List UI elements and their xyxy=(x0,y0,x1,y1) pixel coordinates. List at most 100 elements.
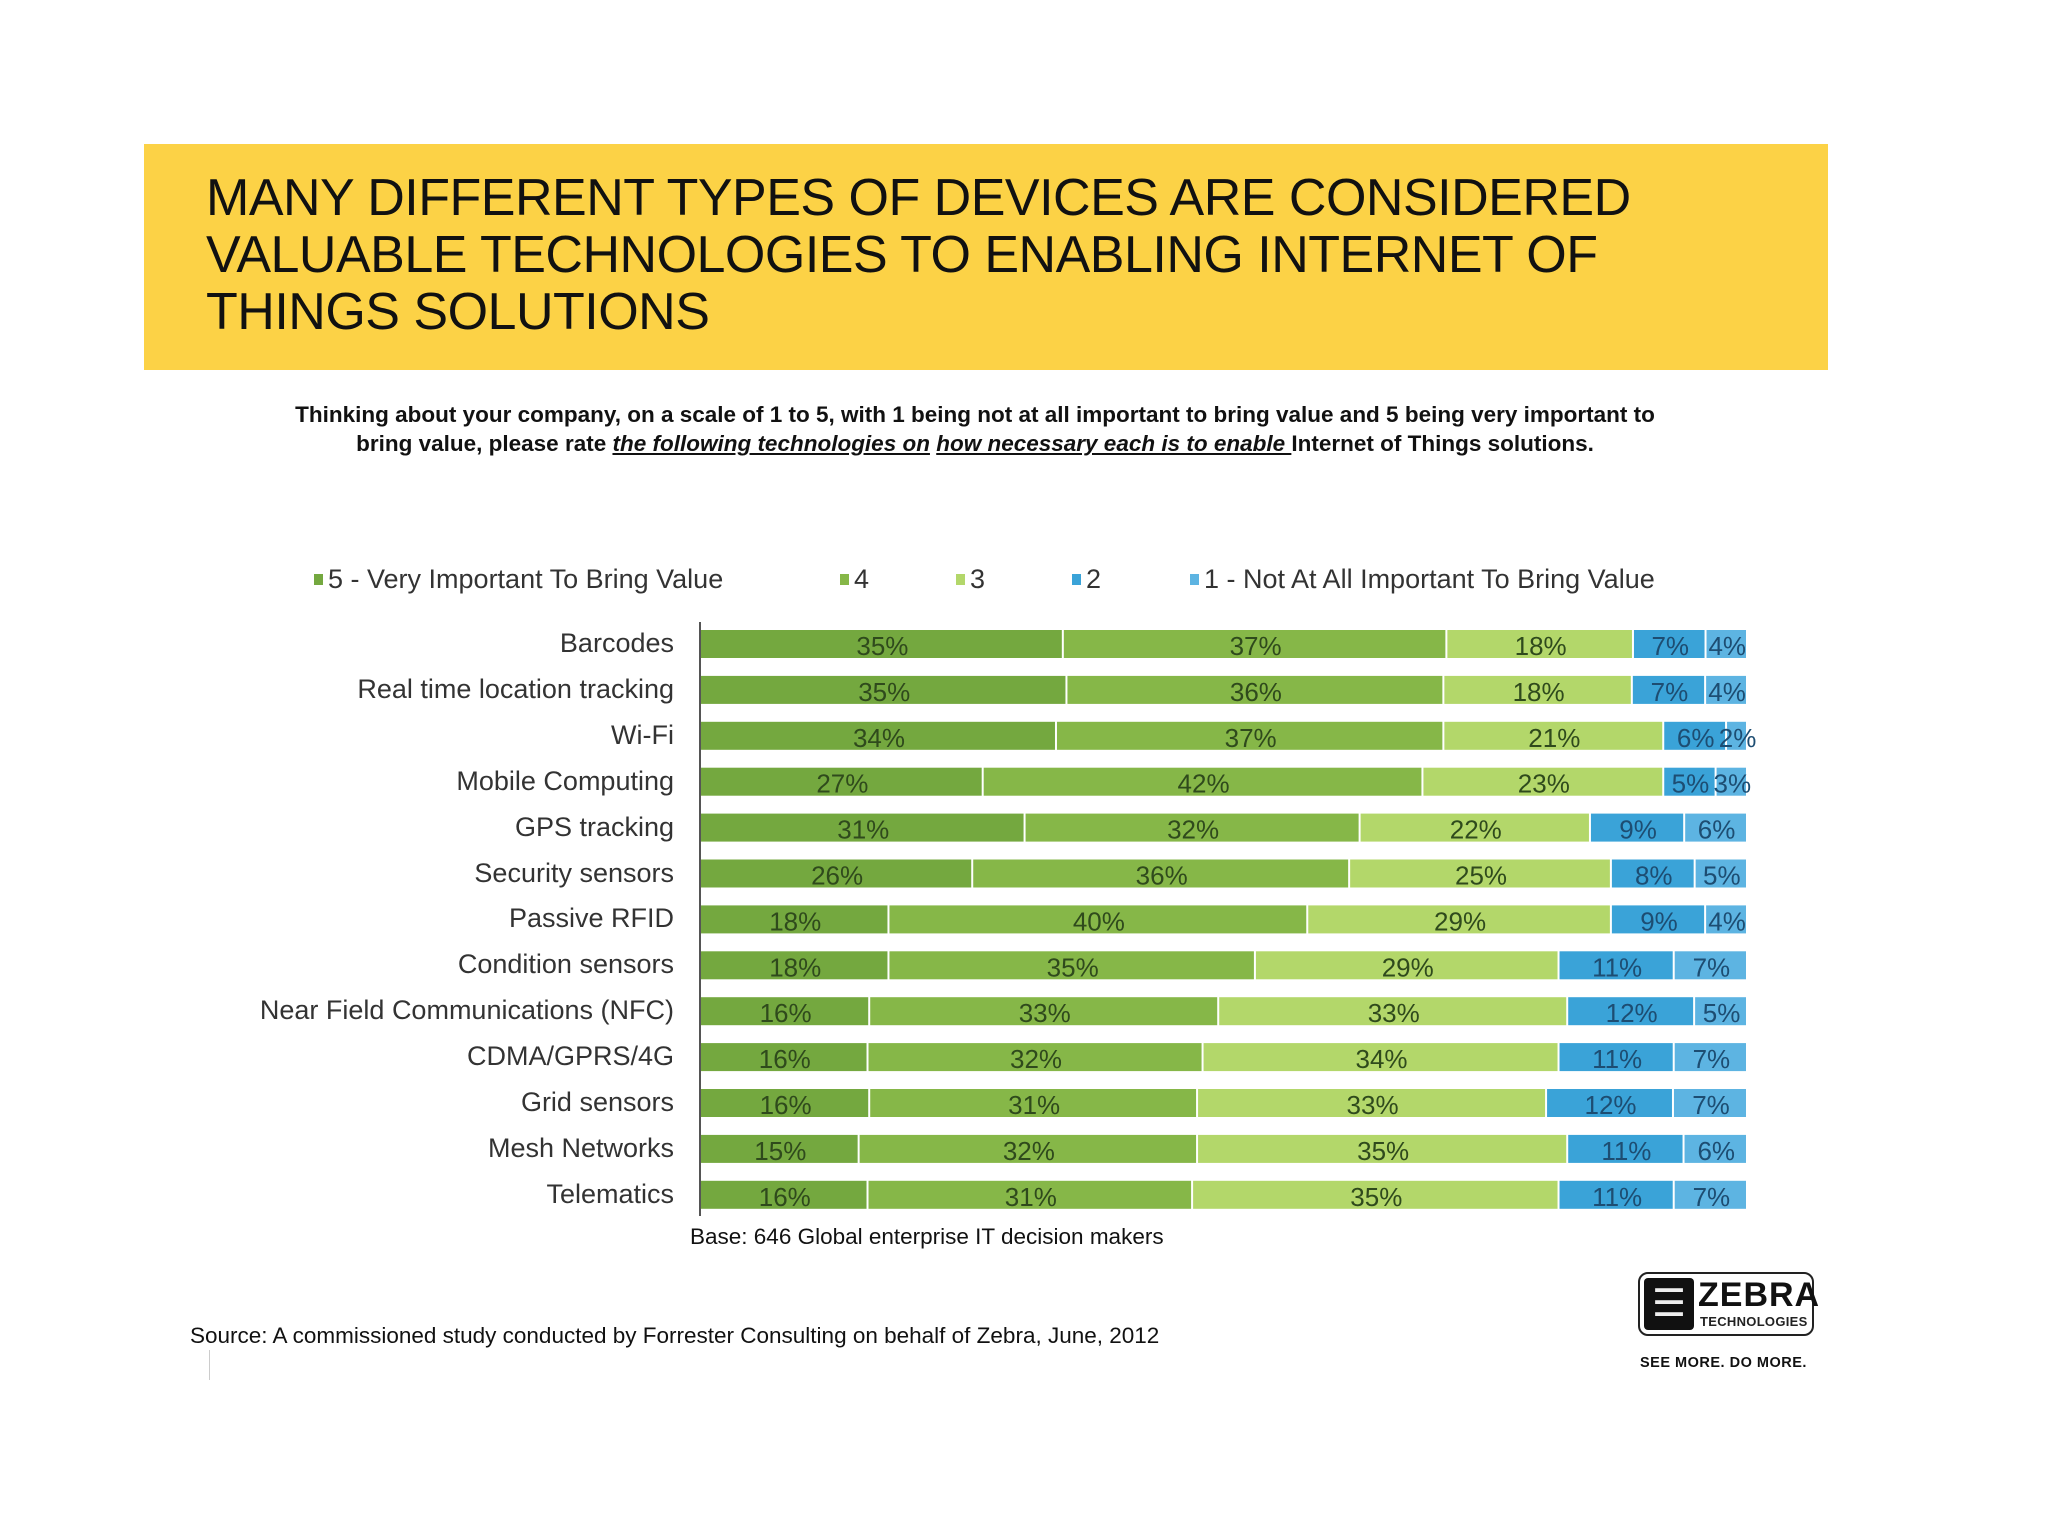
bar-segment xyxy=(889,905,1307,934)
data-label: 35% xyxy=(1047,952,1099,982)
bar-segment xyxy=(1350,859,1610,888)
data-label: 4% xyxy=(1708,631,1746,661)
bar-segment xyxy=(1673,1089,1746,1117)
category-label: CDMA/GPRS/4G xyxy=(466,1041,674,1072)
bar-segment xyxy=(701,997,869,1026)
category-label: Passive RFID xyxy=(508,903,674,934)
bar-segment xyxy=(1685,813,1746,842)
bar-segment xyxy=(1664,721,1726,750)
data-label: 4% xyxy=(1708,906,1746,936)
data-label: 18% xyxy=(1513,677,1565,707)
bar-segment xyxy=(701,675,1066,704)
bar-segment xyxy=(1025,813,1359,842)
category-label: Grid sensors xyxy=(520,1087,674,1117)
bar-segment xyxy=(1716,767,1746,796)
bar-segment xyxy=(1568,1134,1683,1163)
bar-segment xyxy=(1684,1134,1746,1163)
bar-segment xyxy=(1695,997,1746,1026)
legend-swatch xyxy=(314,574,323,585)
bar-segment xyxy=(1447,630,1632,658)
data-label: 31% xyxy=(837,815,889,845)
bar-segment xyxy=(1423,767,1663,796)
zebra-logo: ☰ ZEBRA TECHNOLOGIES xyxy=(1638,1272,1819,1336)
bar-segment xyxy=(1255,951,1558,980)
data-label: 18% xyxy=(769,906,821,936)
data-label: 35% xyxy=(1350,1182,1402,1212)
bar-segment xyxy=(701,859,972,888)
bar-segment xyxy=(1067,675,1443,704)
legend-item-3: 3 xyxy=(956,564,985,595)
category-label: Mesh Networks xyxy=(487,1132,674,1163)
data-label: 3% xyxy=(1714,769,1752,799)
bar-segment xyxy=(1308,905,1610,934)
legend-label: 4 xyxy=(854,564,870,594)
legend-item-4: 4 xyxy=(840,564,869,595)
data-label: 16% xyxy=(759,1182,811,1212)
category-label: Wi-Fi xyxy=(611,719,674,750)
data-label: 34% xyxy=(1356,1044,1408,1074)
bar-segment xyxy=(1706,675,1746,704)
data-label: 11% xyxy=(1592,1182,1642,1212)
bar-segment xyxy=(1695,859,1746,888)
data-label: 11% xyxy=(1592,1044,1642,1074)
data-label: 35% xyxy=(1357,1136,1409,1166)
bar-segment xyxy=(701,1043,867,1072)
bar-segment xyxy=(1444,675,1631,704)
bar-segment xyxy=(701,767,982,796)
data-label: 37% xyxy=(1225,723,1277,753)
data-label: 40% xyxy=(1073,906,1125,936)
bar-segment xyxy=(1559,951,1673,980)
bar-segment xyxy=(1056,721,1443,750)
data-label: 6% xyxy=(1698,815,1736,845)
legend-item-2: 2 xyxy=(1072,564,1101,595)
data-label: 2% xyxy=(1719,723,1757,753)
question-text: Internet of Things solutions. xyxy=(1291,431,1594,456)
bar-segment xyxy=(1193,1180,1558,1209)
legend-swatch xyxy=(840,574,849,585)
data-label: 5% xyxy=(1672,769,1710,799)
logo-tagline: SEE MORE. DO MORE. xyxy=(1640,1355,1807,1371)
bar-segment xyxy=(870,1089,1197,1117)
bar-segment xyxy=(1706,630,1746,658)
survey-question: Thinking about your company, on a scale … xyxy=(270,400,1680,458)
data-label: 16% xyxy=(759,1044,811,1074)
bar-segment xyxy=(701,1134,858,1163)
title-line: THINGS SOLUTIONS xyxy=(206,283,710,341)
bar-segment xyxy=(1674,951,1746,980)
bar-segment xyxy=(701,905,888,934)
bar-segment xyxy=(1203,1043,1558,1072)
data-label: 26% xyxy=(811,861,863,891)
data-label: 11% xyxy=(1592,952,1642,982)
data-label: 6% xyxy=(1697,1136,1735,1166)
legend-label: 5 - Very Important To Bring Value xyxy=(328,564,724,594)
bar-segment xyxy=(1674,1180,1746,1209)
data-label: 25% xyxy=(1455,861,1507,891)
data-label: 11% xyxy=(1601,1136,1651,1166)
data-label: 32% xyxy=(1003,1136,1055,1166)
bar-segment xyxy=(1611,905,1705,934)
data-label: 16% xyxy=(760,1090,812,1120)
data-label: 7% xyxy=(1651,677,1689,707)
bar-segment xyxy=(1198,1134,1567,1163)
category-label: Mobile Computing xyxy=(456,765,674,796)
bar-segment xyxy=(1547,1089,1672,1117)
source-note: Source: A commissioned study conducted b… xyxy=(190,1323,1160,1348)
category-label: Telematics xyxy=(546,1178,674,1209)
bar-segment xyxy=(868,1043,1202,1072)
data-label: 15% xyxy=(754,1136,806,1166)
category-label: Near Field Communications (NFC) xyxy=(259,995,674,1026)
bar-segment xyxy=(1590,813,1684,842)
data-label: 33% xyxy=(1368,998,1420,1028)
data-label: 9% xyxy=(1619,815,1657,845)
legend-label: 2 xyxy=(1086,564,1102,594)
bar-segment xyxy=(1664,767,1715,796)
data-label: 18% xyxy=(769,952,821,982)
bar-segment xyxy=(1632,675,1705,704)
bar-segment xyxy=(1559,1180,1673,1209)
data-label: 36% xyxy=(1136,861,1188,891)
data-label: 31% xyxy=(1008,1090,1060,1120)
bar-segment xyxy=(701,721,1055,750)
data-label: 6% xyxy=(1677,723,1715,753)
legend-item-5: 5 - Very Important To Bring Value xyxy=(314,564,723,595)
